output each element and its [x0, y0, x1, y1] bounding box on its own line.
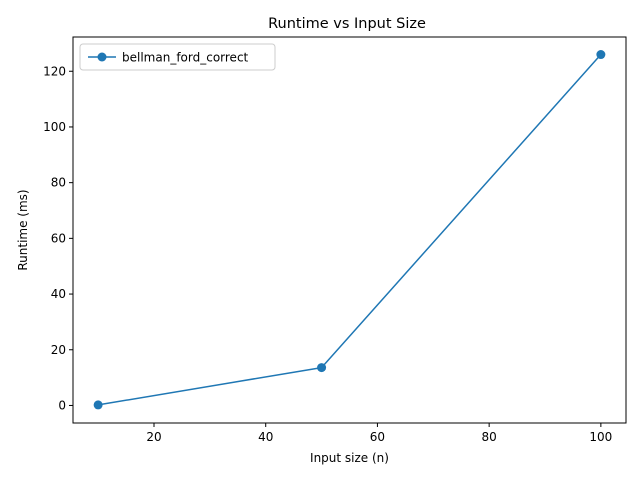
x-tick-label: 60	[370, 430, 385, 444]
legend: bellman_ford_correct	[79, 43, 276, 71]
y-tick-label: 20	[51, 343, 66, 357]
y-tick-label: 80	[51, 176, 66, 190]
y-tick-label: 40	[51, 287, 66, 301]
x-axis-label: Input size (n)	[310, 451, 389, 465]
data-point	[596, 50, 606, 60]
y-axis: 0 20 40 60 80 100 120	[43, 64, 73, 412]
plot-frame	[72, 36, 627, 424]
y-axis-label: Runtime (ms)	[16, 189, 30, 270]
y-tick-label: 100	[43, 120, 66, 134]
x-tick-label: 40	[258, 430, 273, 444]
plot-area	[93, 50, 606, 410]
x-tick-label: 100	[589, 430, 612, 444]
x-tick-label: 20	[146, 430, 161, 444]
x-tick-label: 80	[482, 430, 497, 444]
x-axis: 20 40 60 80 100	[146, 423, 612, 444]
y-tick-label: 60	[51, 231, 66, 245]
y-tick-label: 0	[58, 398, 66, 412]
data-point	[317, 363, 327, 373]
data-point	[93, 400, 103, 410]
legend-entry-label: bellman_ford_correct	[122, 51, 249, 65]
legend-marker-swatch	[97, 52, 107, 62]
chart-title: Runtime vs Input Size	[268, 16, 426, 32]
y-tick-label: 120	[43, 64, 66, 78]
legend-box	[79, 43, 276, 71]
